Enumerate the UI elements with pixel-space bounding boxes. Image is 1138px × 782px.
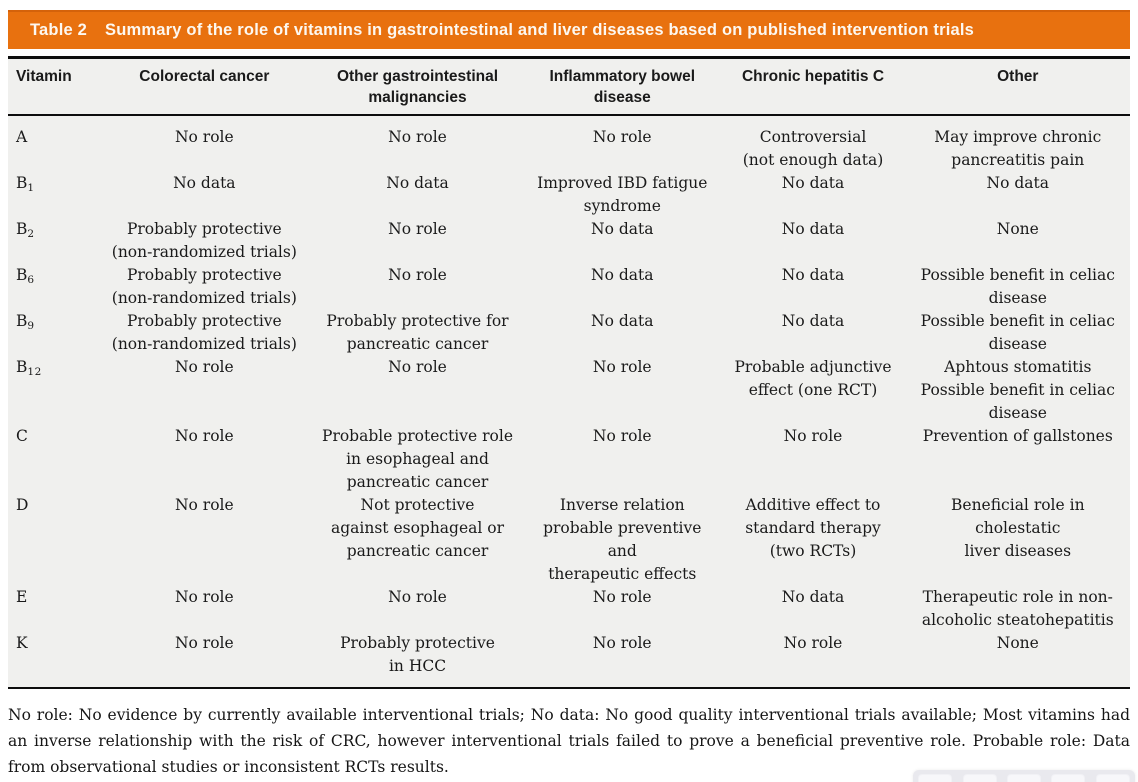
table-title-bar: Table 2 Summary of the role of vitamins i… (8, 10, 1130, 49)
table-cell: None (996, 220, 1039, 238)
table-cell: Probably protective (non-randomized tria… (111, 220, 297, 261)
bottom-rule (8, 687, 1130, 689)
vitamin-cell: E (16, 588, 28, 606)
table-cell: No role (174, 427, 234, 445)
table-cell: No data (781, 266, 845, 284)
table-cell: No role (388, 588, 447, 606)
table-cell: No role (174, 496, 234, 514)
table-row-vitamin-b6: B6 Probably protective (non-randomized t… (8, 264, 1130, 310)
vitamin-cell: C (16, 427, 28, 445)
table-cell: Improved IBD fatigue syndrome (537, 174, 708, 215)
vitamin-cell: B1 (16, 174, 35, 194)
table-cell: May improve chronic pancreatitis pain (934, 128, 1102, 169)
vitamin-cell: B2 (16, 220, 35, 240)
table-row-vitamin-e: E No role No role No role No data Therap… (8, 586, 1130, 632)
table-header-row: Vitamin Colorectal cancer Other gastroin… (8, 59, 1130, 115)
table-cell: Additive effect to standard therapy (two… (745, 496, 881, 560)
column-header-other-gi-malignancies: Other gastrointestinal malignancies (336, 68, 499, 106)
table-cell: No role (174, 588, 234, 606)
vitamins-table: Vitamin Colorectal cancer Other gastroin… (8, 59, 1130, 687)
table-cell: Therapeutic role in non- alcoholic steat… (921, 588, 1114, 629)
table-cell: No role (174, 358, 234, 376)
thumbnails-icon[interactable] (918, 774, 953, 782)
table-cell: Probable protective role in esophageal a… (322, 427, 513, 491)
table-cell: None (996, 634, 1039, 652)
table-cell: Controversial (not enough data) (742, 128, 884, 169)
table-number-label: Table 2 (30, 21, 88, 39)
table-title-text: Summary of the role of vitamins in gastr… (105, 21, 975, 39)
vitamin-cell: B9 (16, 312, 35, 332)
table-row-vitamin-k: K No role Probably protective in HCC No … (8, 632, 1130, 687)
print-icon[interactable] (1095, 774, 1130, 782)
viewer-toolbar (913, 770, 1135, 782)
download-icon[interactable] (1051, 774, 1086, 782)
vitamin-cell: A (16, 128, 28, 146)
table-cell: Probably protective (non-randomized tria… (111, 312, 297, 353)
table-cell: No role (174, 128, 234, 146)
table-cell: No data (781, 312, 845, 330)
column-header-ibd: Inflammatory bowel disease (549, 68, 696, 106)
table-cell: Probably protective (non-randomized tria… (111, 266, 297, 307)
table-cell: No data (781, 588, 845, 606)
table-cell: No role (783, 634, 843, 652)
table-cell: No role (592, 634, 652, 652)
table-cell: No data (591, 220, 654, 238)
table-cell: No data (986, 174, 1050, 192)
table-cell: No data (591, 312, 654, 330)
table-cell: Probable adjunctive effect (one RCT) (734, 358, 892, 399)
table-cell: No role (783, 427, 843, 445)
table-cell: Inverse relation probable preventive and… (543, 496, 702, 583)
table-cell: No role (592, 427, 652, 445)
table-cell: No role (388, 128, 447, 146)
table-cell: Not protective against esophageal or pan… (330, 496, 505, 560)
top-double-rule (8, 56, 1130, 59)
reading-view-icon[interactable] (962, 774, 997, 782)
table-cell: No role (388, 266, 447, 284)
table-row-vitamin-c: C No role Probable protective role in es… (8, 425, 1130, 494)
table-cell: No role (174, 634, 234, 652)
table-cell: Probably protective for pancreatic cance… (326, 312, 509, 353)
column-header-other: Other (997, 68, 1039, 85)
column-header-chronic-hepatitis-c: Chronic hepatitis C (741, 68, 885, 85)
table-row-vitamin-b2: B2 Probably protective (non-randomized t… (8, 218, 1130, 264)
table-cell: No role (592, 588, 652, 606)
table-cell: Prevention of gallstones (922, 427, 1113, 445)
table-cell: No data (591, 266, 654, 284)
table-cell: No role (388, 358, 447, 376)
column-header-vitamin: Vitamin (16, 68, 72, 85)
table-cell: No data (173, 174, 236, 192)
vitamin-cell: K (16, 634, 28, 652)
vitamin-cell: B12 (16, 358, 42, 378)
table-row-vitamin-d: D No role Not protective against esophag… (8, 494, 1130, 586)
table-cell: No data (781, 220, 845, 238)
table-cell: No role (592, 358, 652, 376)
column-header-colorectal-cancer: Colorectal cancer (139, 68, 270, 85)
table-cell: No role (592, 128, 652, 146)
table-cell: No data (781, 174, 845, 192)
table-cell: Aphtous stomatitis Possible benefit in c… (920, 358, 1115, 422)
zoom-icon[interactable] (1006, 774, 1041, 782)
table-row-vitamin-a: A No role No role No role Controversial … (8, 115, 1130, 172)
table-cell: No data (386, 174, 449, 192)
table-cell: Possible benefit in celiac disease (920, 266, 1115, 307)
vitamin-cell: B6 (16, 266, 35, 286)
table-row-vitamin-b9: B9 Probably protective (non-randomized t… (8, 310, 1130, 356)
table-cell: No role (388, 220, 447, 238)
table-footnote: No role: No evidence by currently availa… (8, 706, 1130, 776)
table-cell: Probably protective in HCC (340, 634, 495, 675)
vitamin-cell: D (16, 496, 29, 514)
table-cell: Beneficial role in cholestatic liver dis… (951, 496, 1085, 560)
table-cell: Possible benefit in celiac disease (920, 312, 1115, 353)
table-row-vitamin-b12: B12 No role No role No role Probable adj… (8, 356, 1130, 425)
table-row-vitamin-b1: B1 No data No data Improved IBD fatigue … (8, 172, 1130, 218)
